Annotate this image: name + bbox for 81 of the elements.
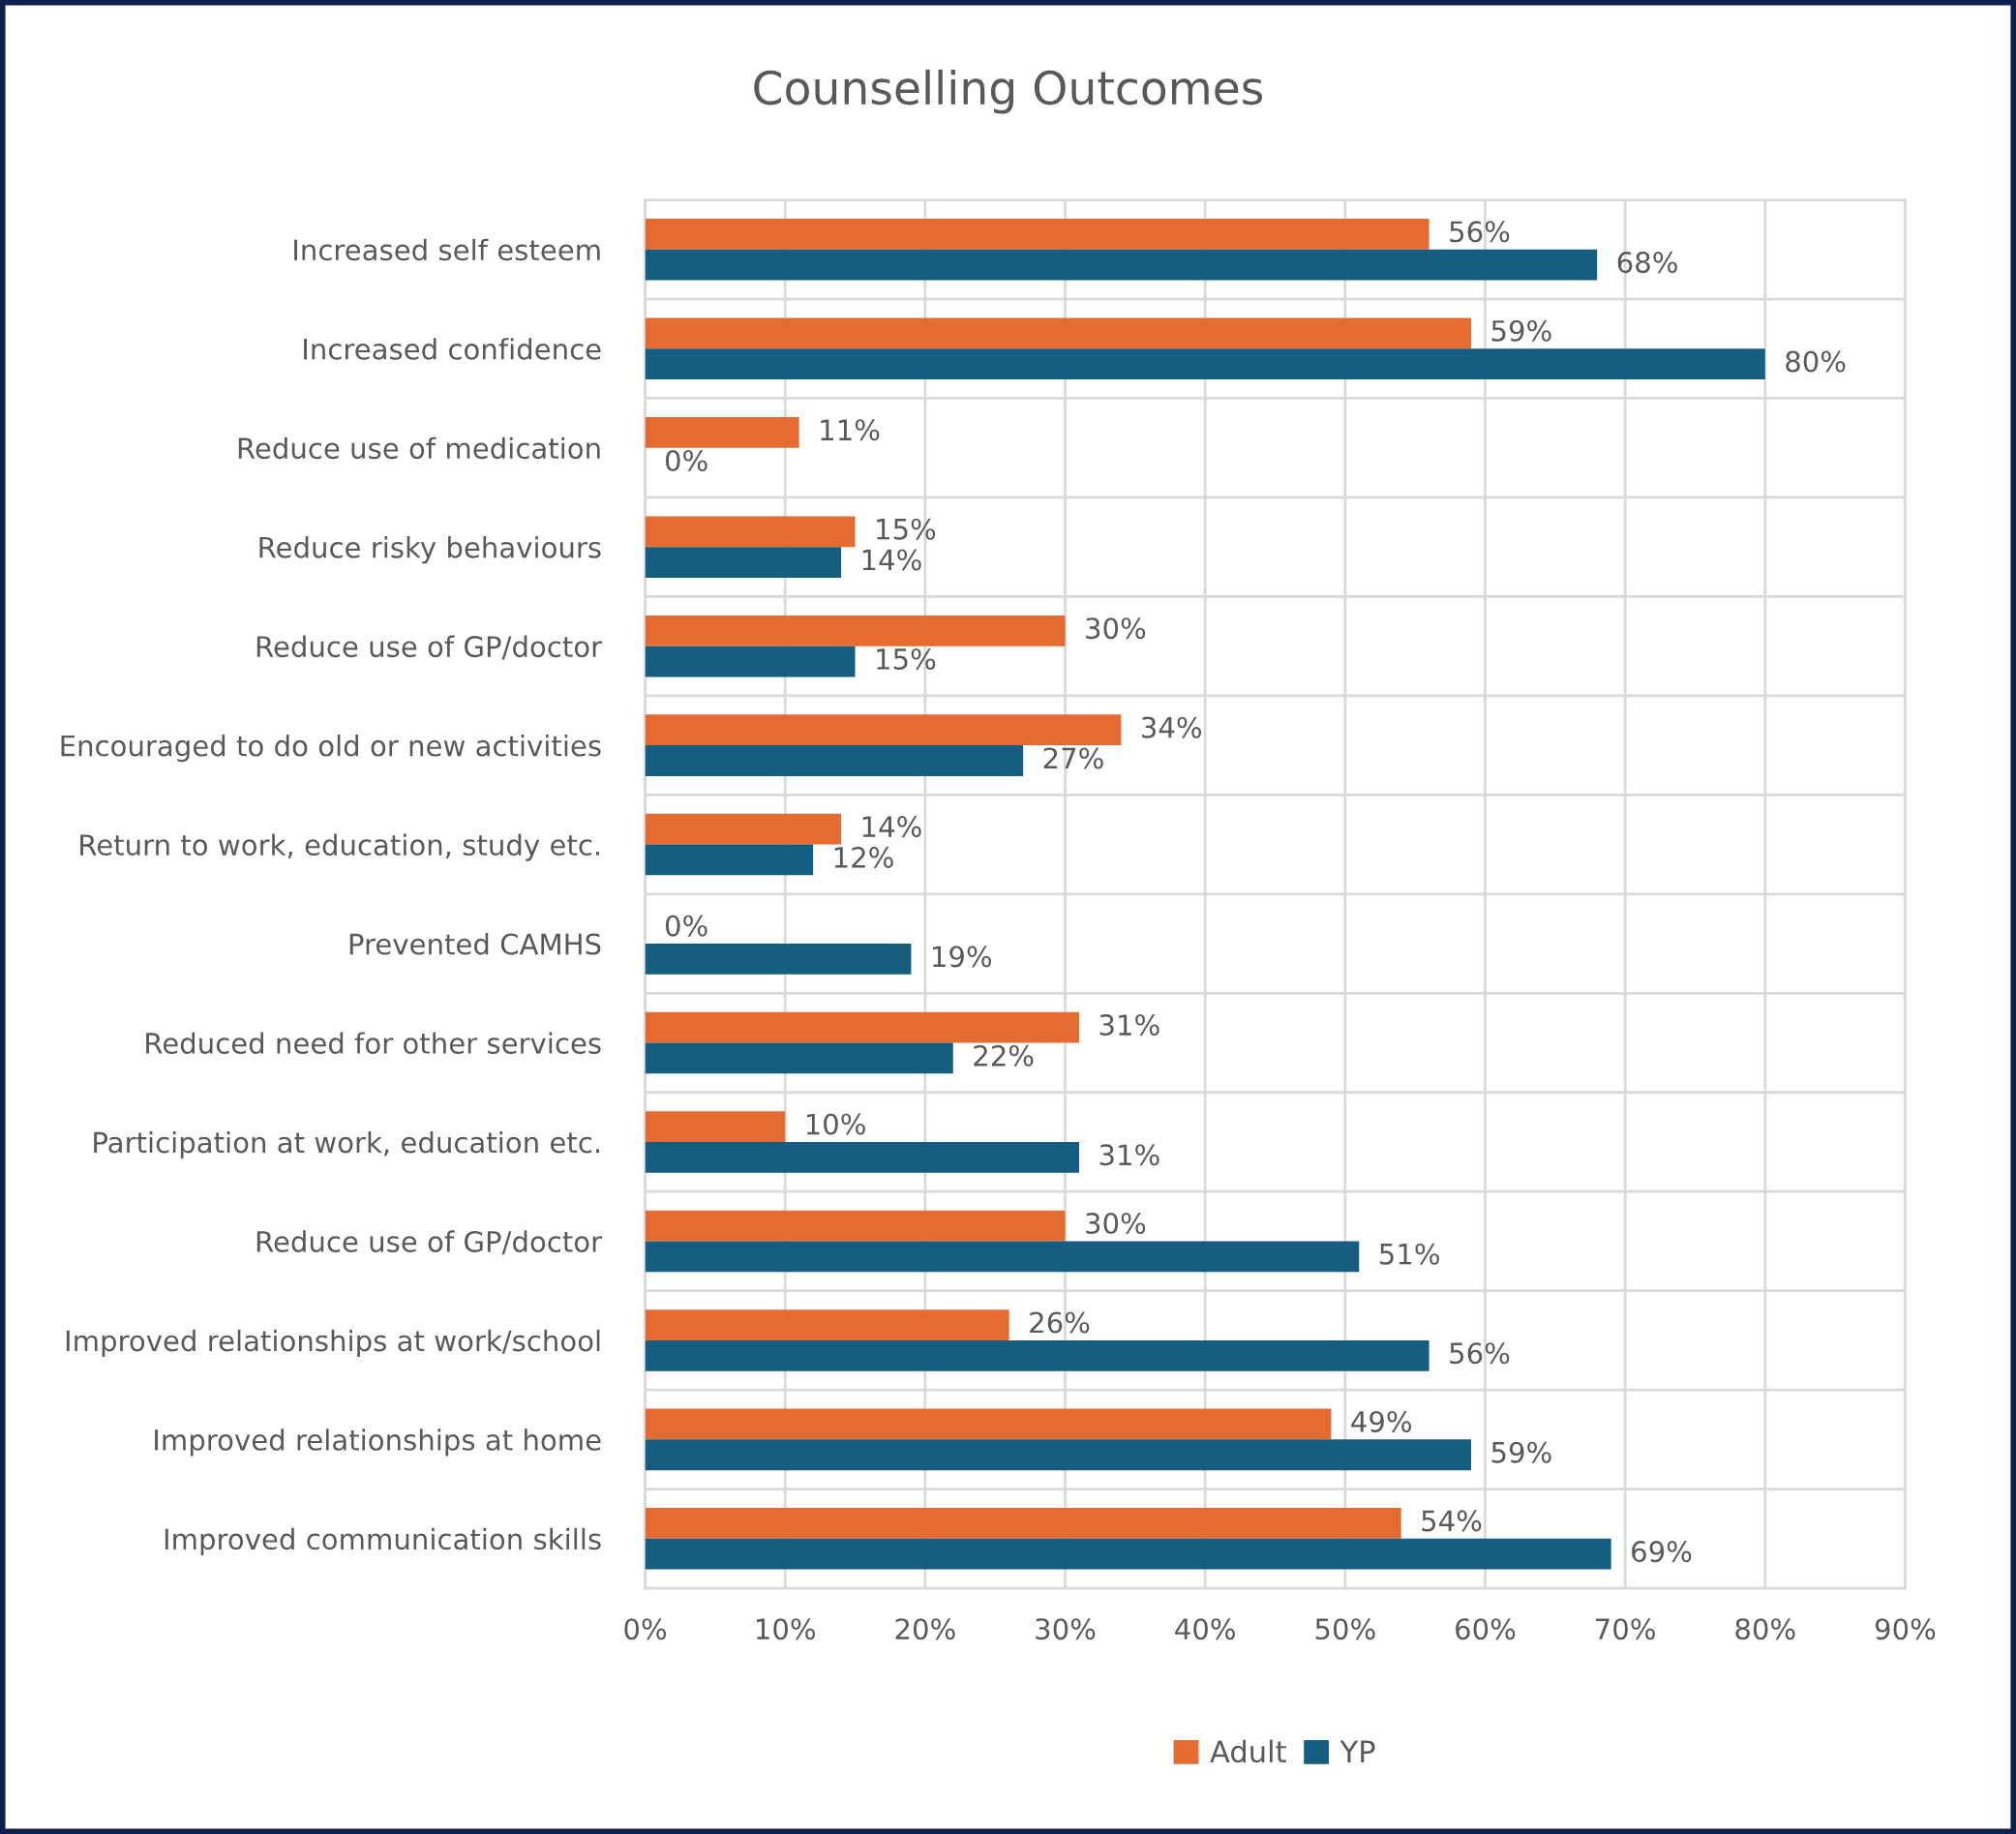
bar <box>645 1439 1472 1471</box>
bar <box>645 1210 1066 1242</box>
data-label: 31% <box>1099 1144 1159 1166</box>
bar <box>645 745 1024 776</box>
bar <box>645 249 1598 281</box>
data-label: 59% <box>1491 1441 1551 1463</box>
bar <box>645 646 856 677</box>
bar <box>645 1241 1360 1273</box>
x-tick-label: 80% <box>1735 1618 1795 1640</box>
data-label: 51% <box>1379 1243 1439 1265</box>
x-tick-label: 70% <box>1596 1618 1655 1640</box>
bar <box>645 1408 1332 1440</box>
y-tick-label: Reduce use of medication <box>238 436 600 460</box>
bar <box>645 416 799 448</box>
bar <box>645 1508 1401 1539</box>
x-tick-label: 0% <box>624 1618 667 1640</box>
y-tick-label: Increased self esteem <box>294 238 600 261</box>
data-label: 14% <box>862 549 921 571</box>
x-tick-label: 10% <box>757 1618 816 1640</box>
data-label: 0% <box>665 915 707 937</box>
x-tick-label: 50% <box>1315 1618 1375 1640</box>
bar <box>645 813 842 845</box>
y-tick-label: Prevented CAMHS <box>349 932 601 955</box>
legend-label: YP <box>1339 1740 1375 1762</box>
data-label: 30% <box>1086 1212 1146 1235</box>
data-label: 27% <box>1043 747 1103 769</box>
bar <box>645 1339 1429 1371</box>
y-tick-label: Reduced need for other services <box>146 1032 601 1055</box>
data-label: 26% <box>1030 1311 1090 1334</box>
data-label: 19% <box>933 946 992 968</box>
data-label: 54% <box>1422 1510 1482 1532</box>
data-label: 15% <box>877 518 936 540</box>
data-label: 59% <box>1491 319 1551 342</box>
legend-label: Adult <box>1210 1739 1286 1763</box>
x-tick-label: 90% <box>1875 1618 1936 1640</box>
data-label: 31% <box>1099 1014 1159 1037</box>
bar <box>645 348 1765 380</box>
chart-title: Counselling Outcomes <box>754 69 1263 114</box>
bar <box>645 1538 1611 1570</box>
data-label: 56% <box>1450 1342 1510 1365</box>
y-tick-label: Improved relationships at work/school <box>66 1329 600 1358</box>
data-label: 80% <box>1786 350 1846 373</box>
y-tick-label: Improved communication skills <box>165 1527 601 1555</box>
bar <box>645 516 856 548</box>
data-label: 22% <box>974 1044 1034 1067</box>
data-label: 30% <box>1086 617 1146 640</box>
y-tick-label: Reduce use of GP/doctor <box>256 1230 603 1255</box>
y-tick-label: Reduce use of GP/doctor <box>256 635 603 660</box>
y-tick-label: Encouraged to do old or new activities <box>61 735 601 763</box>
data-label: 10% <box>806 1113 865 1135</box>
bar <box>645 1011 1079 1043</box>
y-tick-label: Participation at work, education etc. <box>94 1130 599 1159</box>
x-tick-label: 20% <box>895 1618 955 1640</box>
data-label: 14% <box>862 816 921 838</box>
y-tick-label: Increased confidence <box>304 338 601 360</box>
bar <box>645 219 1429 250</box>
y-tick-label: Return to work, education, study etc. <box>80 833 599 861</box>
data-label: 68% <box>1617 252 1677 274</box>
data-label: 34% <box>1142 716 1202 738</box>
bar <box>645 944 912 975</box>
data-label: 12% <box>834 846 893 868</box>
data-label: 0% <box>665 450 707 472</box>
data-label: 49% <box>1351 1410 1412 1432</box>
bar <box>645 547 842 578</box>
bar <box>645 1141 1079 1173</box>
x-tick-label: 30% <box>1036 1618 1096 1640</box>
bar <box>645 1111 786 1142</box>
bar <box>645 1042 953 1074</box>
bar <box>645 615 1066 646</box>
bar <box>645 1309 1009 1340</box>
bar <box>645 714 1122 746</box>
bar <box>645 317 1472 349</box>
data-label: 56% <box>1450 221 1510 243</box>
x-tick-label: 40% <box>1175 1618 1235 1640</box>
y-tick-label: Reduce risky behaviours <box>259 536 601 564</box>
data-label: 11% <box>821 419 880 441</box>
bar <box>645 844 814 876</box>
y-tick-label: Improved relationships at home <box>155 1428 601 1457</box>
data-label: 69% <box>1632 1541 1692 1563</box>
data-label: 15% <box>877 647 936 670</box>
x-tick-label: 60% <box>1456 1618 1516 1640</box>
